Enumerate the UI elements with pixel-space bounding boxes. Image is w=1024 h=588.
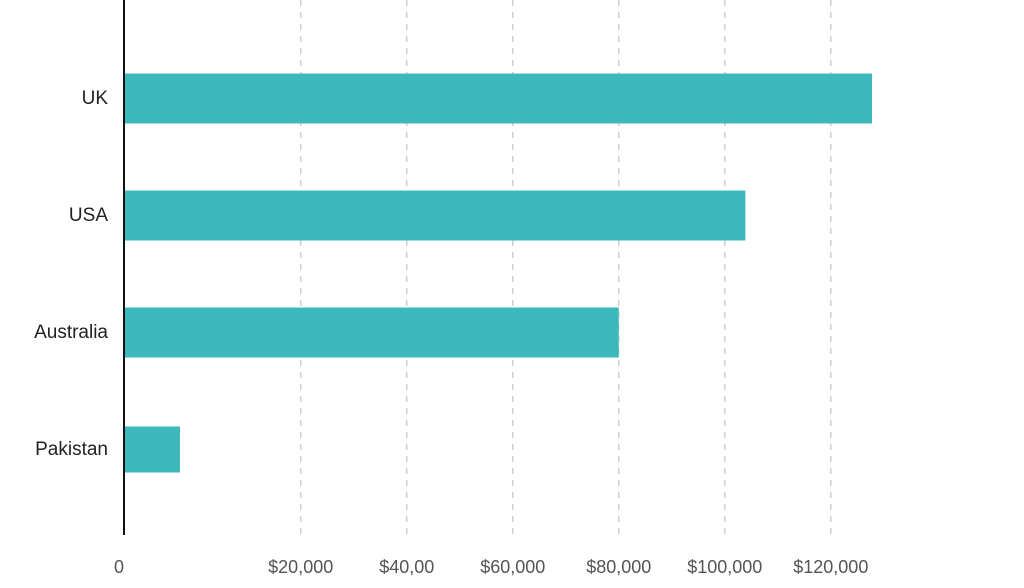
x-tick-label: $100,000 xyxy=(687,557,762,577)
x-tick-label: $80,000 xyxy=(586,557,651,577)
x-tick-label: $60,000 xyxy=(480,557,545,577)
bar-uk xyxy=(124,73,873,124)
x-tick-label: $120,000 xyxy=(793,557,868,577)
category-label: UK xyxy=(82,88,109,109)
x-tick-label: 0 xyxy=(114,557,124,577)
bars xyxy=(124,73,873,473)
category-label: USA xyxy=(69,205,108,226)
category-labels: UK USA Australia Pakistan xyxy=(34,88,108,460)
category-label: Australia xyxy=(34,322,108,343)
category-label: Pakistan xyxy=(35,439,108,460)
bar-pakistan xyxy=(124,426,180,473)
x-tick-label: $40,00 xyxy=(379,557,434,577)
x-tick-label: $20,000 xyxy=(268,557,333,577)
bar-australia xyxy=(124,307,619,358)
bar-usa xyxy=(124,190,746,241)
x-tick-labels: 0 $20,000 $40,00 $60,000 $80,000 $100,000 $120… xyxy=(114,557,868,577)
